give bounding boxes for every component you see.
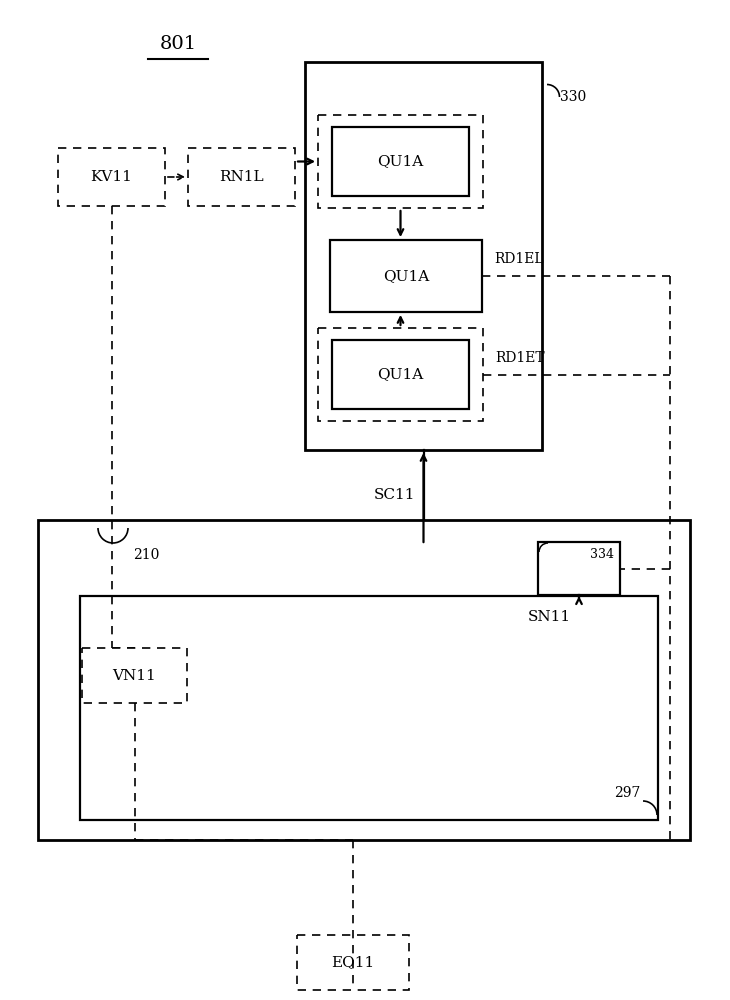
Bar	[80, 596, 658, 820]
Text: KV11: KV11	[91, 170, 132, 184]
Text: 801: 801	[159, 35, 196, 53]
Text: SC11: SC11	[374, 488, 415, 502]
Bar	[330, 240, 482, 312]
Text: 334: 334	[590, 548, 614, 561]
Text: 297: 297	[614, 786, 640, 800]
Bar	[305, 62, 542, 450]
Bar	[332, 127, 469, 196]
Text: QU1A: QU1A	[383, 269, 429, 283]
Text: 330: 330	[560, 90, 586, 104]
Text: QU1A: QU1A	[377, 154, 423, 168]
Text: RD1EL: RD1EL	[494, 252, 544, 266]
Bar	[188, 148, 295, 206]
Text: 210: 210	[133, 548, 159, 562]
Bar	[297, 935, 409, 990]
Bar	[38, 520, 690, 840]
Text: QU1A: QU1A	[377, 367, 423, 381]
Text: VN11: VN11	[112, 668, 156, 682]
Bar	[538, 542, 620, 595]
Bar	[82, 648, 187, 703]
Bar	[318, 115, 483, 208]
Text: SN11: SN11	[528, 610, 571, 624]
Bar	[332, 340, 469, 409]
Text: RN1L: RN1L	[219, 170, 264, 184]
Text: RD1ET: RD1ET	[495, 351, 545, 364]
Text: EQ11: EQ11	[331, 956, 374, 970]
Bar	[58, 148, 165, 206]
Bar	[318, 328, 483, 421]
